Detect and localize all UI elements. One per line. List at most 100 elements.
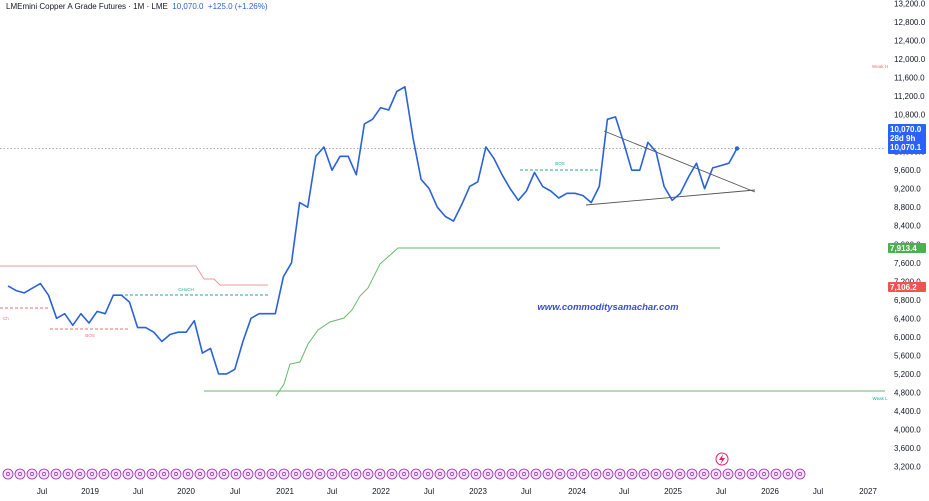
green-level-tag-bg <box>888 243 926 253</box>
event-circle <box>50 468 62 480</box>
event-circle <box>446 468 458 480</box>
event-circle <box>758 468 770 480</box>
event-circle <box>734 468 746 480</box>
event-inner <box>66 472 70 476</box>
event-inner <box>714 472 718 476</box>
event-circle <box>566 468 578 480</box>
event-inner <box>186 472 190 476</box>
event-icon <box>158 468 170 480</box>
event-icon <box>206 468 218 480</box>
event-inner <box>390 472 394 476</box>
x-tick-label: Jul <box>813 487 823 496</box>
event-inner <box>174 472 178 476</box>
event-inner <box>138 472 142 476</box>
event-inner <box>474 472 478 476</box>
event-icon <box>722 468 734 480</box>
event-circle <box>530 468 542 480</box>
event-icon <box>410 468 422 480</box>
red-level-line <box>0 265 268 286</box>
event-icon <box>770 468 782 480</box>
event-circle <box>218 468 230 480</box>
event-inner <box>126 472 130 476</box>
event-icon <box>482 468 494 480</box>
event-inner <box>402 472 406 476</box>
red-level-tag-bg <box>888 282 926 292</box>
event-inner <box>498 472 502 476</box>
event-inner <box>726 472 730 476</box>
event-icon <box>182 468 194 480</box>
event-circle <box>338 468 350 480</box>
y-tick-label: 12,800.0 <box>894 18 926 27</box>
last-price-tag-text: 10,070.0 <box>890 125 922 134</box>
event-circle <box>674 468 686 480</box>
event-inner <box>6 472 10 476</box>
y-tick-label: 3,600.0 <box>894 444 921 453</box>
event-icon <box>146 468 158 480</box>
event-circle <box>350 468 362 480</box>
event-inner <box>438 472 442 476</box>
event-circle <box>554 468 566 480</box>
x-tick-label: Jul <box>521 487 531 496</box>
event-circle <box>434 468 446 480</box>
event-inner <box>78 472 82 476</box>
last-price-dot <box>734 146 740 151</box>
green-level-tag-text: 7,913.4 <box>890 244 917 253</box>
event-circle <box>62 468 74 480</box>
chart-header: LMEmini Copper A Grade Futures · 1M · LM… <box>6 2 268 11</box>
event-circle <box>626 468 638 480</box>
event-inner <box>294 472 298 476</box>
event-icon <box>626 468 638 480</box>
weak-low-label: Weak L <box>872 396 888 401</box>
event-icon <box>338 468 350 480</box>
event-circle <box>182 468 194 480</box>
event-circle <box>242 468 254 480</box>
event-inner <box>534 472 538 476</box>
event-circle <box>794 468 806 480</box>
event-circle <box>614 468 626 480</box>
event-icon <box>602 468 614 480</box>
event-icon <box>134 468 146 480</box>
event-inner <box>558 472 562 476</box>
event-inner <box>774 472 778 476</box>
event-circle <box>98 468 110 480</box>
event-icon <box>506 468 518 480</box>
event-icon <box>2 468 14 480</box>
y-tick-label: 4,000.0 <box>894 425 921 434</box>
event-circle <box>170 468 182 480</box>
event-circle <box>26 468 38 480</box>
event-circle <box>710 468 722 480</box>
event-inner <box>582 472 586 476</box>
green-level-tag: 7,913.4 <box>888 243 926 253</box>
event-inner <box>102 472 106 476</box>
event-icon <box>266 468 278 480</box>
event-icon <box>230 468 242 480</box>
y-tick-label: 11,600.0 <box>894 74 925 83</box>
bos-left-label: BOS <box>85 333 95 338</box>
event-icon <box>590 468 602 480</box>
event-inner <box>246 472 250 476</box>
event-icon <box>794 468 806 480</box>
event-circle <box>458 468 470 480</box>
event-inner <box>522 472 526 476</box>
event-inner <box>546 472 550 476</box>
y-tick-label: 6,400.0 <box>894 314 921 323</box>
event-circle <box>650 468 662 480</box>
event-icon <box>122 468 134 480</box>
event-inner <box>210 472 214 476</box>
x-tick-label: Jul <box>37 487 47 496</box>
event-icon <box>782 468 794 480</box>
y-tick-label: 7,600.0 <box>894 259 921 268</box>
choch-label: CHoCH <box>178 287 194 292</box>
lightning-icon <box>719 454 725 465</box>
event-inner <box>450 472 454 476</box>
event-inner <box>18 472 22 476</box>
last-price-tag-text: 28d 9h <box>890 134 915 143</box>
bos-right-label: BOS <box>555 161 565 166</box>
events-bar[interactable] <box>2 452 806 480</box>
event-inner <box>642 472 646 476</box>
event-icon <box>614 468 626 480</box>
event-icon <box>314 468 326 480</box>
